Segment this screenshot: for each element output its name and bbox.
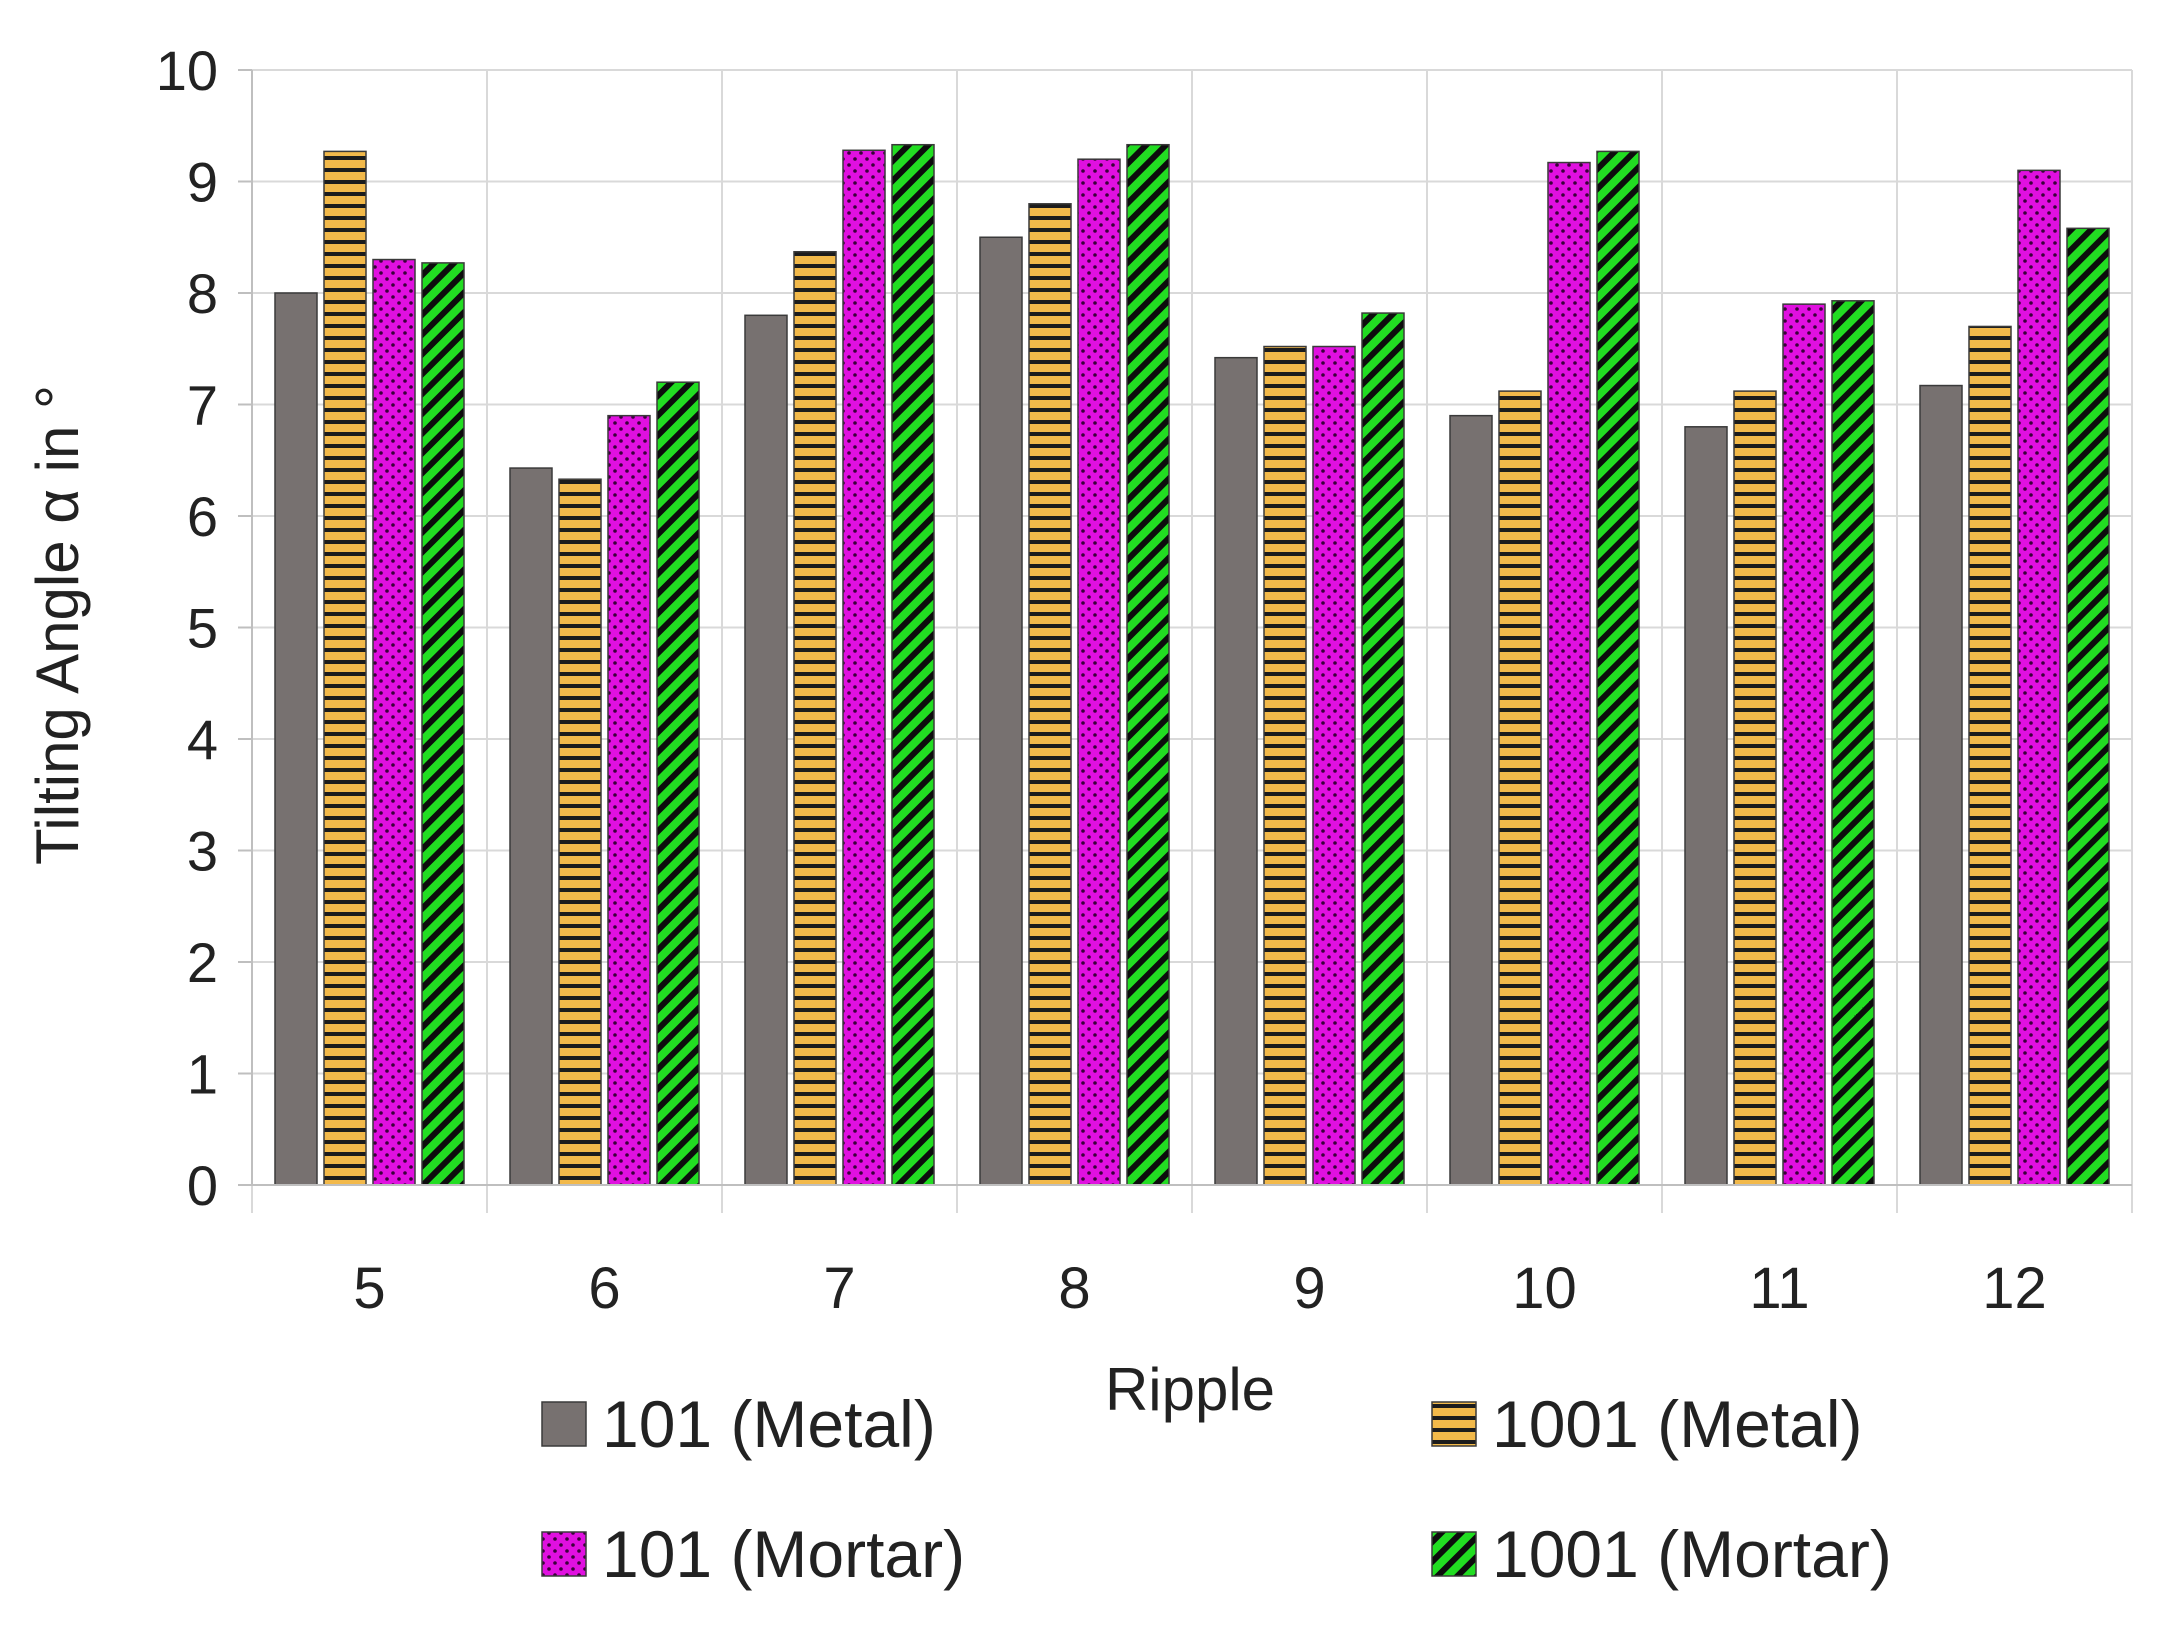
bar: 1001 (Mortar) 7: 9.33 [891,143,935,1186]
bar: 101 (Metal) 12: 7.17 [1919,384,1963,1186]
bar: 1001 (Metal) 10: 7.12 [1498,390,1542,1186]
legend-label: 1001 (Mortar) [1492,1517,1892,1591]
bar: 1001 (Metal) 8: 8.8 [1028,203,1072,1186]
bar: 1001 (Mortar) 11: 7.93 [1831,300,1875,1186]
legend: 101 (Metal) 1001 (Metal) 101 (Mortar) 1001 … [541,1387,1892,1591]
bar: 101 (Metal) 9: 7.42 [1214,356,1258,1186]
bar: 101 (Mortar) 5: 8.3 [372,258,416,1186]
legend-item: 101 (Metal) [541,1387,936,1461]
x-tick-label: 9 [1293,1256,1325,1321]
bar: 101 (Metal) 5: 8 [274,292,318,1186]
x-tick-labels: 5 6 7 8 9 10 11 12 [353,1256,2046,1321]
bar: 101 (Mortar) 10: 9.17 [1547,161,1591,1186]
bar: 101 (Metal) 8: 8.5 [979,236,1023,1186]
y-tick-label: 8 [187,262,218,325]
legend-swatch [1431,1401,1477,1447]
bar: 1001 (Mortar) 8: 9.33 [1126,143,1170,1186]
legend-item: 1001 (Mortar) [1431,1517,1892,1591]
y-axis-title: Tilting Angle α in ° [24,385,91,865]
legend-swatch [541,1531,587,1577]
bar: 101 (Metal) 11: 6.8 [1684,426,1728,1186]
y-tick-label: 3 [187,820,218,883]
legend-label: 1001 (Metal) [1492,1387,1863,1461]
bar: 1001 (Metal) 11: 7.12 [1733,390,1777,1186]
bar: 1001 (Metal) 7: 8.37 [793,250,837,1186]
x-tick-label: 7 [823,1256,855,1321]
bar: 101 (Metal) 10: 6.9 [1449,414,1493,1186]
bar: 1001 (Mortar) 9: 7.82 [1361,312,1405,1186]
bar: 1001 (Mortar) 5: 8.27 [421,262,465,1186]
bar: 101 (Mortar) 12: 9.1 [2017,169,2061,1186]
y-tick-label: 9 [187,151,218,214]
bar: 1001 (Metal) 6: 6.33 [558,478,602,1186]
bar: 101 (Mortar) 11: 7.9 [1782,303,1826,1186]
legend-swatch [1431,1531,1477,1577]
bar: 1001 (Metal) 5: 9.27 [323,150,367,1186]
bar: 1001 (Metal) 9: 7.52 [1263,345,1307,1186]
x-tick-label: 8 [1058,1256,1090,1321]
bars: 101 (Metal) 5: 81001 (Metal) 5: 9.27101 … [274,143,2110,1186]
bar: 101 (Metal) 7: 7.8 [744,314,788,1186]
y-tick-label: 7 [187,374,218,437]
bar: 101 (Metal) 6: 6.43 [509,467,553,1186]
legend-item: 1001 (Metal) [1431,1387,1863,1461]
y-tick-label: 1 [187,1043,218,1106]
y-tick-label: 5 [187,597,218,660]
x-tick-label: 12 [1982,1256,2047,1321]
axes [238,69,2132,1186]
y-tick-label: 6 [187,485,218,548]
bar: 101 (Mortar) 6: 6.9 [607,414,651,1186]
bar: 1001 (Mortar) 10: 9.27 [1596,150,1640,1186]
bar: 101 (Mortar) 8: 9.2 [1077,158,1121,1186]
bar: 101 (Mortar) 7: 9.28 [842,149,886,1186]
bar: 1001 (Mortar) 6: 7.2 [656,381,700,1186]
y-tick-labels: 0 1 2 3 4 5 6 7 8 9 10 [156,39,218,1217]
legend-label: 101 (Mortar) [602,1517,965,1591]
x-axis-title: Ripple [1105,1356,1275,1423]
y-tick-label: 2 [187,931,218,994]
legend-label: 101 (Metal) [602,1387,936,1461]
y-tick-label: 4 [187,708,218,771]
bar: 1001 (Metal) 12: 7.7 [1968,325,2012,1186]
x-tick-label: 6 [588,1256,620,1321]
y-tick-label: 0 [187,1154,218,1217]
bar: 1001 (Mortar) 12: 8.58 [2066,227,2110,1186]
y-tick-label: 10 [156,39,218,102]
x-tick-label: 10 [1512,1256,1577,1321]
legend-swatch [541,1401,587,1447]
x-tick-label: 5 [353,1256,385,1321]
x-tick-label: 11 [1749,1256,1809,1321]
legend-item: 101 (Mortar) [541,1517,965,1591]
bar: 101 (Mortar) 9: 7.52 [1312,345,1356,1186]
